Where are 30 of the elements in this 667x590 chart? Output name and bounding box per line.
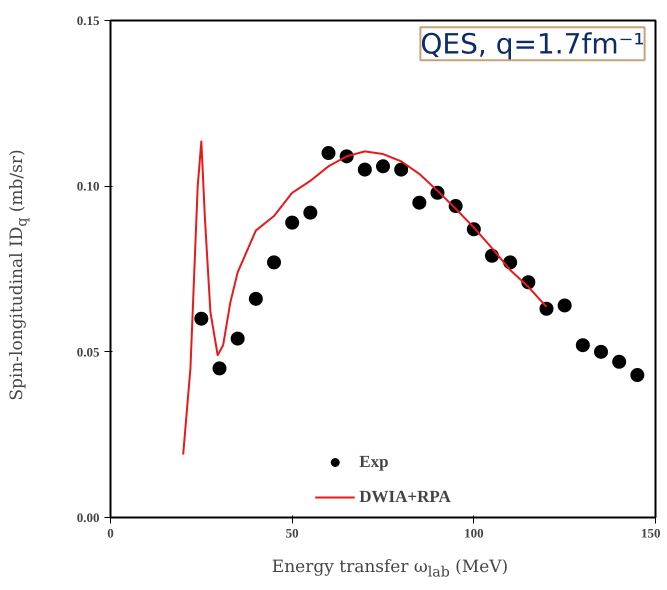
point	[248, 292, 263, 306]
point	[394, 162, 408, 177]
point	[358, 162, 372, 177]
x-axis-title: Energy transfer ω$_{lab}$ (MeV)	[270, 556, 510, 582]
point	[267, 255, 281, 270]
point	[540, 302, 554, 316]
point	[376, 159, 390, 174]
point	[412, 196, 426, 210]
point	[194, 312, 208, 326]
point	[285, 216, 300, 230]
chart-title: QES, q=1.7fm⁻¹	[420, 27, 645, 60]
y-tick-label: 0.05	[76, 344, 100, 360]
y-tick-label: 0.00	[76, 510, 100, 525]
point	[576, 338, 590, 352]
x-tick-label: 100	[464, 526, 484, 540]
point	[230, 332, 245, 346]
point	[630, 368, 644, 382]
point	[594, 344, 608, 359]
point	[558, 298, 572, 312]
y-tick-label: 0.15	[76, 13, 100, 28]
point	[612, 354, 626, 369]
legend-label: Exp	[359, 452, 389, 472]
point	[303, 206, 318, 220]
point	[212, 361, 226, 376]
x-tick-label: 50	[286, 526, 299, 540]
x-tick-label: 0	[107, 526, 114, 540]
y-tick-label: 0.10	[76, 178, 100, 194]
x-tick-label: 150	[641, 526, 660, 540]
legend-label: DWIA+RPA	[359, 487, 451, 507]
point	[322, 146, 336, 160]
